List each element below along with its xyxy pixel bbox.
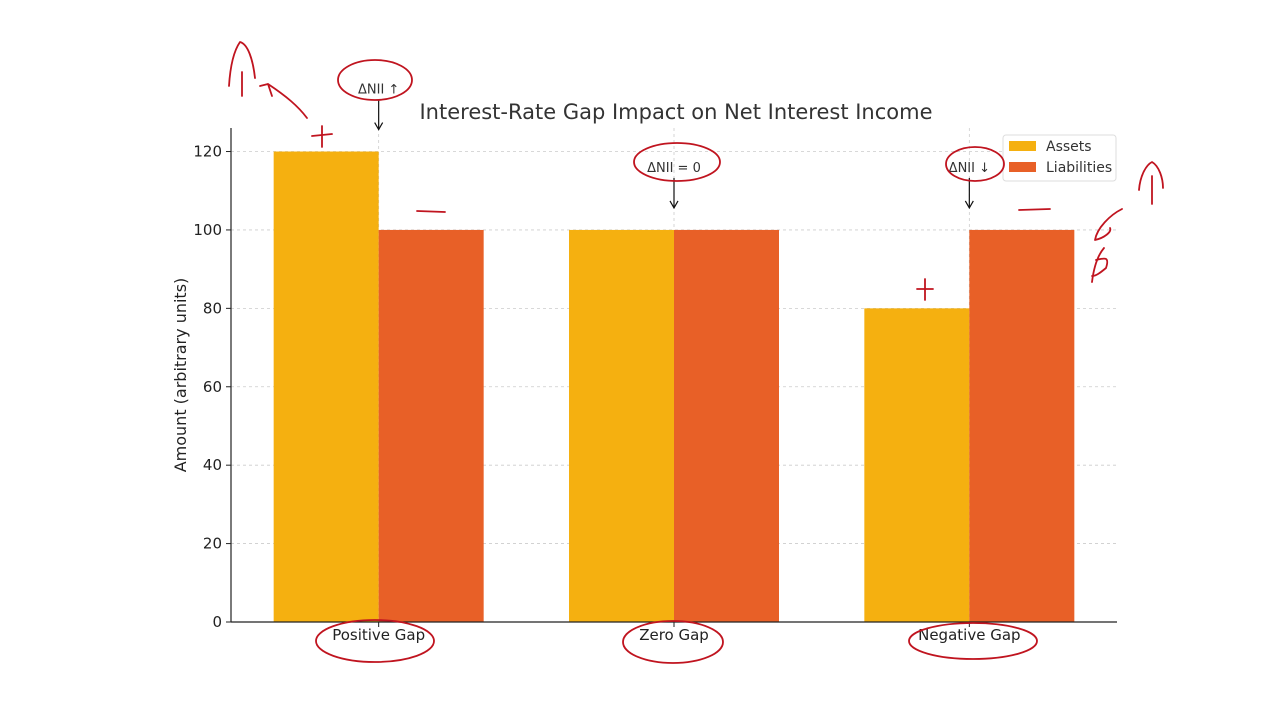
annotation-label: ΔNII ↓ [949, 161, 990, 176]
tick-label-circle [315, 619, 435, 663]
y-tick-label: 80 [203, 299, 222, 317]
annotation-label: ΔNII = 0 [647, 161, 701, 176]
legend-label-assets: Assets [1046, 139, 1092, 155]
tick-label-circle [908, 622, 1038, 660]
y-tick-labels: 0 20 40 60 80 100 120 [193, 143, 231, 631]
y-axis-label: Amount (arbitrary units) [171, 278, 190, 473]
tick-label-circle [622, 620, 724, 664]
chart-title: Interest-Rate Gap Impact on Net Interest… [419, 100, 932, 124]
bar-assets-0 [273, 151, 379, 622]
annotation-label: ΔNII ↑ [358, 83, 399, 98]
legend: Assets Liabilities [1002, 134, 1117, 182]
annotation-circle [633, 142, 721, 182]
y-tick-label: 60 [203, 378, 222, 396]
minus-mark [416, 210, 446, 213]
annotations: ΔNII ↑ ΔNII = 0 ΔNII ↓ [358, 83, 990, 210]
y-tick-label: 20 [203, 535, 222, 553]
bar-assets-2 [864, 308, 970, 622]
up-arrow-icon [1138, 161, 1164, 191]
annotation-arrowhead [964, 200, 974, 210]
x-tick-labels: Positive Gap Zero Gap Negative Gap [332, 622, 1021, 644]
minus-mark [1018, 208, 1051, 211]
bar-liabilities-0 [378, 229, 484, 622]
y-tick-label: 0 [212, 613, 222, 631]
legend-swatch-assets [1009, 141, 1036, 151]
annotation-circle [337, 59, 413, 101]
x-tick-label: Negative Gap [918, 626, 1020, 644]
handwritten-markup [228, 41, 1164, 664]
plus-mark [311, 125, 333, 148]
y-tick-label: 120 [193, 143, 222, 161]
bar-liabilities-2 [969, 229, 1075, 622]
scribble-mark [1091, 208, 1123, 283]
annotation-circle [945, 146, 1005, 182]
bar-assets-1 [569, 229, 674, 622]
y-tick-label: 100 [193, 221, 222, 239]
x-tick-label: Zero Gap [639, 626, 709, 644]
bar-liabilities-1 [674, 229, 779, 622]
plus-mark [916, 278, 934, 301]
bars [273, 151, 1075, 622]
annotation-arrowhead [669, 200, 679, 210]
curved-arrow-icon [259, 83, 308, 119]
legend-label-liabilities: Liabilities [1046, 160, 1112, 176]
legend-swatch-liabilities [1009, 162, 1036, 172]
x-tick-label: Positive Gap [332, 626, 425, 644]
up-arrow-icon [228, 41, 256, 87]
annotation-arrowhead [374, 122, 384, 131]
y-tick-label: 40 [203, 456, 222, 474]
